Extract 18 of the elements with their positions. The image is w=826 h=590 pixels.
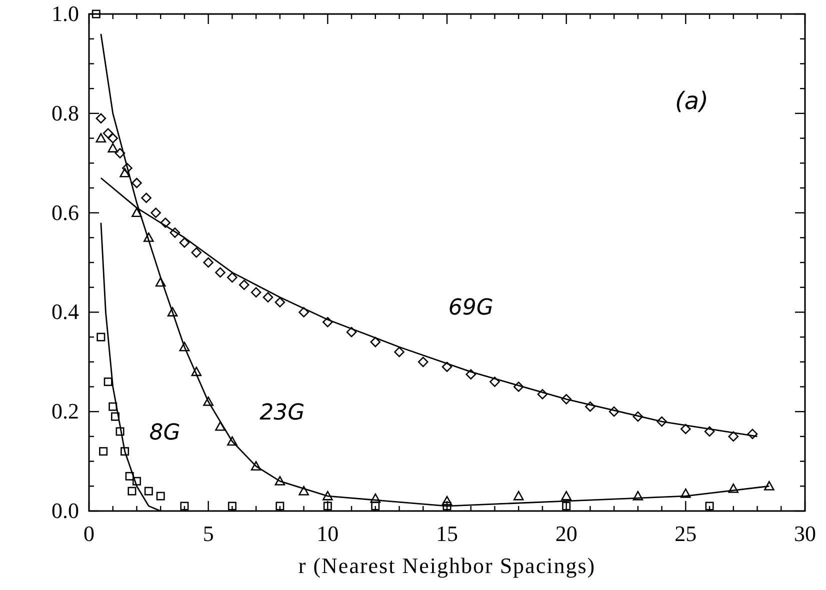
series-label: 23G (260, 400, 305, 426)
x-tick-label: 25 (674, 521, 697, 546)
y-tick-label: 1.0 (52, 1, 79, 26)
y-tick-label: 0.0 (52, 498, 79, 523)
annotation: (a) (675, 87, 708, 115)
y-tick-label: 0.6 (52, 200, 79, 225)
x-axis-title: r (Nearest Neighbor Spacings) (298, 553, 596, 578)
y-tick-label: 0.2 (52, 398, 79, 424)
x-tick-label: 10 (316, 521, 339, 546)
x-tick-label: 5 (202, 521, 214, 546)
x-tick-label: 30 (794, 521, 816, 546)
x-tick-label: 15 (436, 521, 458, 546)
series-label: 8G (149, 420, 180, 446)
x-tick-label: 0 (84, 521, 94, 546)
y-tick-label: 0.8 (52, 100, 79, 126)
series-label: 69G (448, 295, 494, 320)
y-tick-label: 0.4 (52, 299, 79, 324)
x-tick-label: 20 (555, 521, 578, 546)
